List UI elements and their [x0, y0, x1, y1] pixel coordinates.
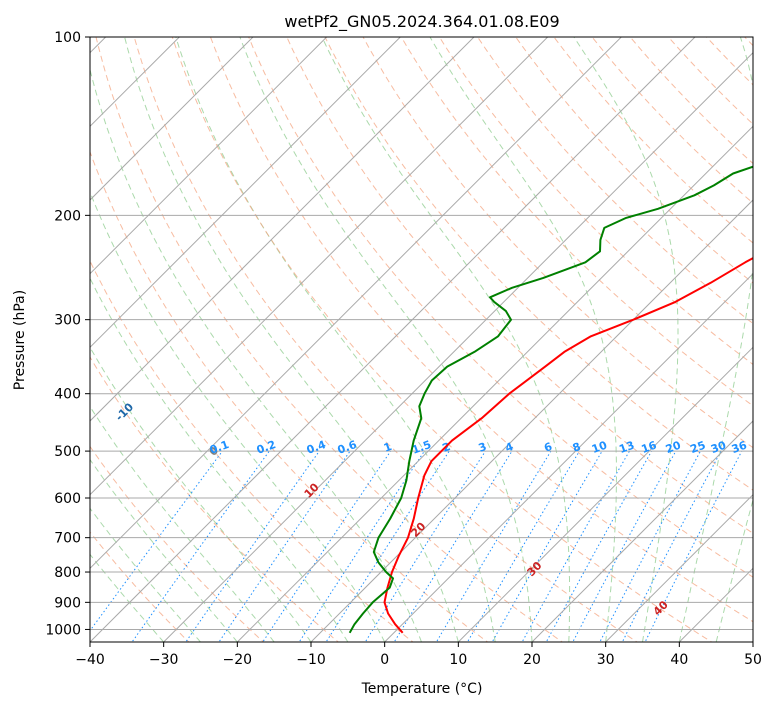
y-axis-title: Pressure (hPa)	[12, 290, 28, 390]
x-axis-title: Temperature (°C)	[361, 681, 483, 697]
y-tick-label: 1000	[45, 622, 81, 638]
y-tick-label: 600	[54, 491, 81, 507]
y-tick-label: 700	[54, 531, 81, 547]
x-tick-label: 10	[449, 652, 467, 668]
x-tick-label: −20	[223, 652, 253, 668]
y-tick-label: 900	[54, 595, 81, 611]
y-tick-label: 100	[54, 30, 81, 46]
y-tick-label: 500	[54, 444, 81, 460]
y-tick-label: 300	[54, 313, 81, 329]
x-tick-label: −40	[75, 652, 105, 668]
x-tick-label: 30	[597, 652, 615, 668]
x-tick-label: 40	[670, 652, 688, 668]
x-tick-label: −30	[149, 652, 179, 668]
y-tick-label: 200	[54, 208, 81, 224]
x-tick-label: 0	[380, 652, 389, 668]
y-tick-label: 800	[54, 565, 81, 581]
chart-title: wetPf2_GN05.2024.364.01.08.E09	[284, 12, 559, 32]
y-tick-label: 400	[54, 387, 81, 403]
x-tick-label: 20	[523, 652, 541, 668]
x-tick-label: −10	[296, 652, 326, 668]
x-tick-label: 50	[744, 652, 762, 668]
